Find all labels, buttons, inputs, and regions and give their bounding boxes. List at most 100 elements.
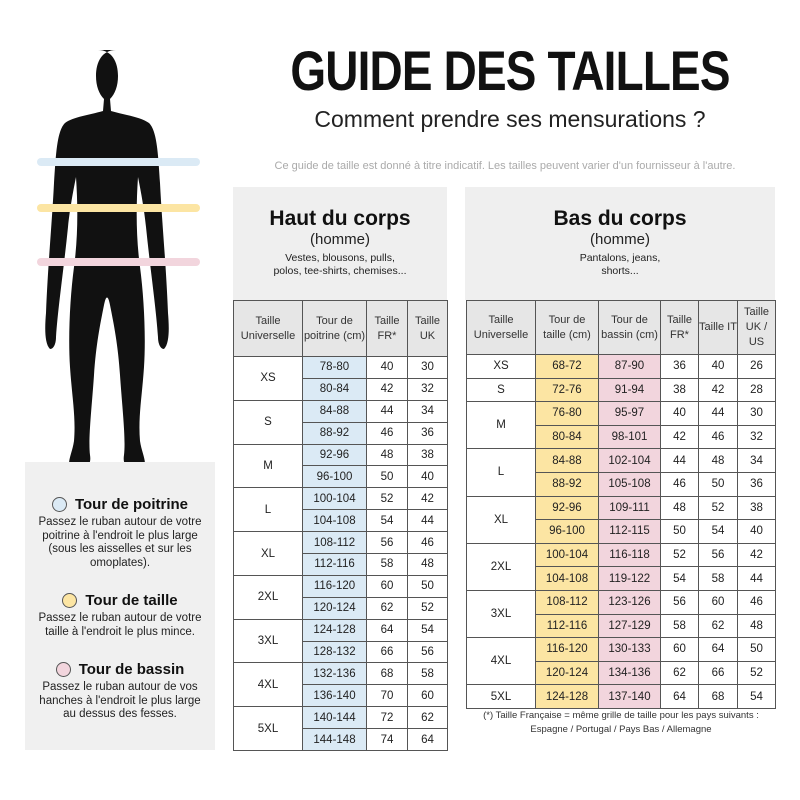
value-cell: 136-140 [302,684,367,708]
value-cell: 116-118 [598,542,661,568]
value-cell: 54 [407,618,448,642]
value-cell: 50 [407,574,448,598]
legend-item: Tour de bassin Passez le ruban autour de … [25,661,215,722]
value-cell: 50 [737,637,776,662]
value-cell: 80-84 [535,424,599,450]
value-cell: 64 [407,728,448,752]
size-cell: XL [466,495,536,544]
value-cell: 62 [366,596,408,620]
value-cell: 60 [366,574,408,598]
value-cell: 44 [366,399,408,423]
value-cell: 38 [737,495,776,521]
table-row: 5XL 124-128 137-140 64 68 54 [466,684,776,709]
column-header: Taille IT [698,300,738,355]
value-cell: 62 [698,613,738,639]
table-row: 120-124 134-136 62 66 52 [467,660,776,686]
value-cell: 116-120 [302,574,367,598]
header-row: Taille Universelle Tour de taille (cm) Tou… [466,300,776,355]
table-row: 2XL 116-120 60 50 [233,574,448,620]
column-header: Taille UK [407,300,448,357]
value-cell: 52 [698,495,738,521]
size-cell: M [466,401,536,450]
measurement-legend: Tour de poitrine Passez le ruban autour d… [25,462,215,750]
size-cell: 4XL [466,637,536,686]
value-cell: 100-104 [302,487,367,511]
value-cell: 48 [737,613,776,639]
value-cell: 36 [407,421,448,445]
value-cell: 32 [407,377,448,401]
size-cell: L [466,448,536,497]
value-cell: 30 [737,401,776,426]
value-cell: 92-96 [302,443,367,467]
value-cell: 123-126 [598,589,661,615]
table-row: 112-116 127-129 58 62 48 [467,613,776,639]
value-cell: 52 [366,487,408,511]
header-row: Taille Universelle Tour de poitrine (cm) T… [233,300,448,357]
value-cell: 120-124 [302,596,367,620]
bottom-panel-header: Bas du corps (homme) Pantalons, jeans, s… [465,187,775,300]
legend-item: Tour de poitrine Passez le ruban autour d… [25,496,215,570]
table-row: XS 68-72 87-90 36 40 26 [466,354,776,379]
size-cell: XL [233,531,303,576]
legend-title: Tour de taille [25,592,215,609]
value-cell: 88-92 [302,421,367,445]
value-cell: 44 [407,509,448,533]
column-header: Tour de taille (cm) [535,300,599,355]
page-subtitle: Comment prendre ses mensurations ? [314,106,706,132]
bottom-size-table: Taille Universelle Tour de taille (cm) Tou… [466,300,776,709]
value-cell: 105-108 [598,471,661,497]
value-cell: 64 [366,618,408,642]
size-cell: M [233,443,303,489]
value-cell: 34 [737,448,776,473]
value-cell: 30 [407,356,448,379]
top-desc: Vestes, blousons, pulls, polos, tee-shir… [273,252,407,277]
value-cell: 112-115 [598,519,661,544]
value-cell: 134-136 [598,660,661,686]
column-header: Tour de bassin (cm) [598,300,661,355]
value-cell: 54 [737,684,776,709]
table-row: 4XL 132-136 68 58 [233,662,448,708]
value-cell: 95-97 [598,401,661,426]
value-cell: 92-96 [535,495,599,521]
value-cell: 70 [366,684,408,708]
value-cell: 74 [366,728,408,752]
table-row: 88-92 105-108 46 50 36 [467,471,776,497]
value-cell: 62 [407,706,448,730]
table-row: 120-124 62 52 [234,596,448,620]
value-cell: 46 [366,421,408,445]
top-panel-header: Haut du corps (homme) Vestes, blousons, … [233,187,447,300]
value-cell: 137-140 [598,684,661,709]
table-row: M 76-80 95-97 40 44 30 [466,401,776,450]
top-sub: (homme) [309,231,370,248]
value-cell: 40 [407,465,448,489]
table-row: 3XL 108-112 123-126 56 60 46 [466,589,776,639]
value-cell: 54 [660,566,699,591]
page-title: GUIDE DES TAILLES [290,39,730,102]
value-cell: 102-104 [598,448,661,473]
size-cell: 3XL [233,618,303,664]
size-cell: 3XL [466,589,536,639]
value-cell: 72 [366,706,408,730]
value-cell: 76-80 [535,401,599,426]
value-cell: 64 [660,684,699,709]
value-cell: 42 [660,424,699,450]
size-cell: S [233,399,303,445]
value-cell: 46 [660,471,699,497]
value-cell: 124-128 [535,684,599,709]
value-cell: 56 [366,531,408,555]
value-cell: 84-88 [535,448,599,473]
value-cell: 60 [660,637,699,662]
value-cell: 87-90 [598,354,661,379]
size-cell: XS [466,354,536,379]
value-cell: 42 [407,487,448,511]
value-cell: 56 [660,589,699,615]
value-cell: 36 [660,354,699,379]
value-cell: 112-116 [302,553,367,576]
size-cell: 4XL [233,662,303,708]
bottom-desc: Pantalons, jeans, shorts... [579,252,661,277]
value-cell: 60 [407,684,448,708]
value-cell: 52 [737,660,776,686]
value-cell: 40 [698,354,738,379]
value-cell: 46 [698,424,738,450]
value-cell: 46 [737,589,776,615]
